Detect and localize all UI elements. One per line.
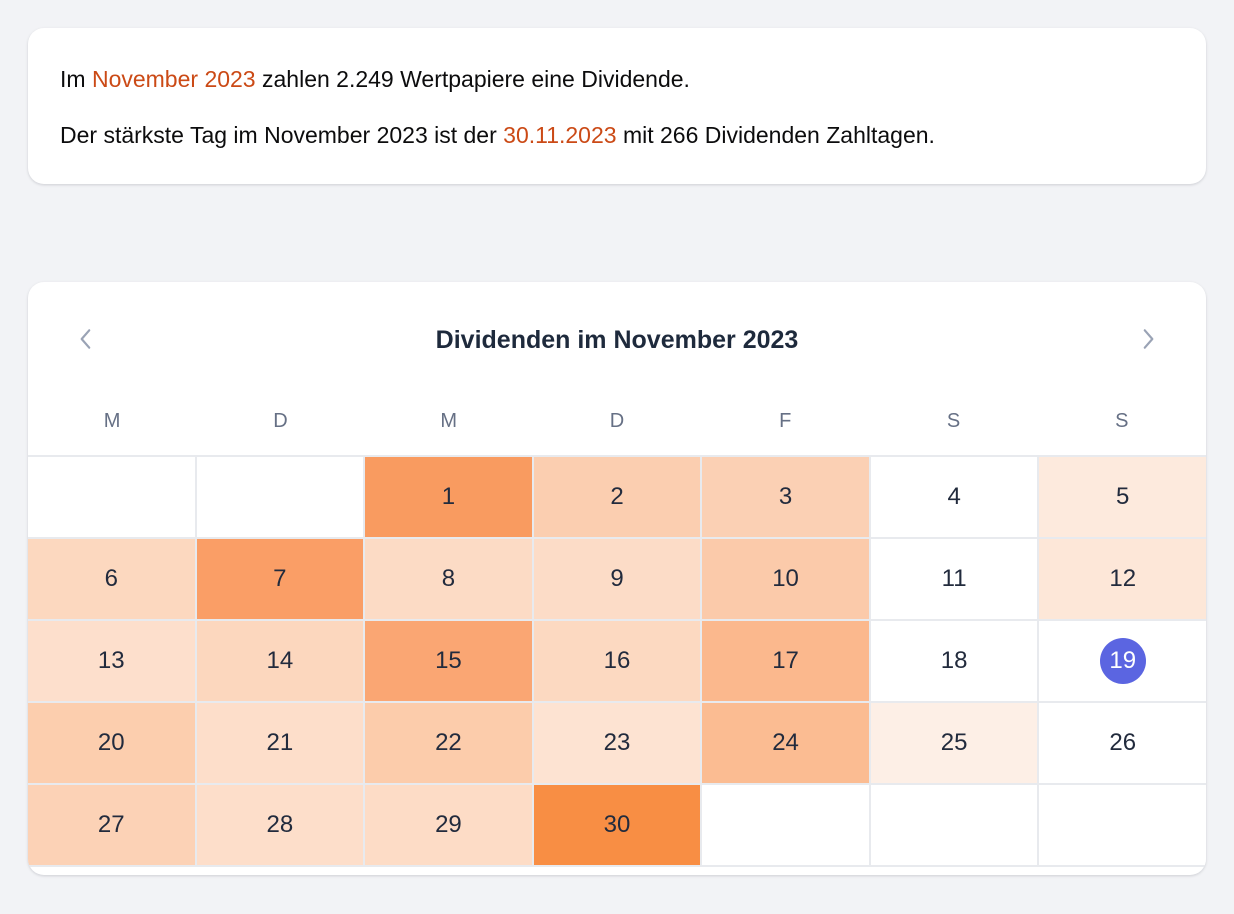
day-number: 2: [610, 483, 624, 510]
weekday-label: M: [103, 410, 121, 432]
calendar-day-empty: [702, 785, 869, 865]
day-number: 1: [441, 483, 456, 510]
day-number: 22: [435, 729, 462, 756]
calendar-day-25[interactable]: 25: [870, 703, 1038, 783]
calendar-day-empty: [1039, 785, 1206, 865]
calendar-day-18[interactable]: 18: [870, 621, 1038, 701]
summary-card: Im November 2023 zahlen 2.249 Wertpapier…: [28, 28, 1206, 184]
day-number: 23: [603, 729, 631, 756]
weekday-label: F: [779, 410, 792, 432]
day-number: 8: [441, 565, 456, 592]
calendar-day-4[interactable]: 4: [870, 457, 1038, 537]
calendar-day-12[interactable]: 12: [1039, 539, 1206, 619]
calendar-day-2[interactable]: 2: [533, 457, 701, 537]
calendar-day-21[interactable]: 21: [196, 703, 364, 783]
day-number: 17: [772, 647, 799, 674]
summary-line-1: Im November 2023 zahlen 2.249 Wertpapier…: [60, 64, 1174, 94]
day-number: 29: [435, 811, 462, 838]
calendar-day-29[interactable]: 29: [365, 785, 532, 865]
day-number: 27: [97, 811, 125, 838]
calendar-day-24[interactable]: 24: [702, 703, 869, 783]
calendar-day-14[interactable]: 14: [196, 621, 364, 701]
calendar-day-20[interactable]: 20: [28, 703, 195, 783]
prev-month-button[interactable]: [64, 322, 108, 358]
day-number: 10: [772, 565, 799, 592]
calendar-day-3[interactable]: 3: [702, 457, 869, 537]
calendar-day-empty: [196, 457, 364, 537]
day-number: 7: [273, 565, 287, 592]
calendar-day-15[interactable]: 15: [365, 621, 532, 701]
day-number: 21: [266, 729, 294, 756]
summary-line1-post: zahlen 2.249 Wertpapiere eine Dividende.: [255, 66, 690, 92]
weekday-label: D: [609, 410, 625, 432]
calendar-day-empty: [870, 785, 1038, 865]
calendar-header: Dividenden im November 2023: [28, 320, 1206, 360]
calendar-day-28[interactable]: 28: [196, 785, 364, 865]
summary-line-2: Der stärkste Tag im November 2023 ist de…: [60, 120, 1174, 150]
calendar-day-5[interactable]: 5: [1039, 457, 1206, 537]
day-number: 11: [941, 565, 967, 592]
calendar-day-27[interactable]: 27: [28, 785, 195, 865]
day-number: 4: [947, 483, 961, 510]
summary-line2-highlight-date: 30.11.2023: [503, 122, 617, 148]
summary-line2-post: mit 266 Dividenden Zahltagen.: [616, 122, 935, 148]
calendar-day-23[interactable]: 23: [533, 703, 701, 783]
calendar-day-9[interactable]: 9: [533, 539, 701, 619]
chevron-left-icon: [73, 326, 99, 355]
calendar-day-26[interactable]: 26: [1039, 703, 1206, 783]
day-number: 28: [266, 811, 294, 838]
today-badge: 19: [1099, 638, 1146, 684]
day-number: 12: [1109, 565, 1137, 592]
day-number: 30: [603, 811, 631, 838]
weekday-label: D: [273, 410, 288, 432]
summary-line2-pre: Der stärkste Tag im November 2023 ist de…: [60, 122, 504, 148]
day-number: 18: [940, 647, 968, 674]
weekday-label: S: [946, 410, 961, 432]
day-number: 26: [1109, 729, 1137, 756]
calendar-day-10[interactable]: 10: [702, 539, 869, 619]
day-number: 24: [772, 729, 799, 756]
calendar-day-13[interactable]: 13: [28, 621, 195, 701]
day-number: 14: [266, 647, 294, 674]
calendar-day-8[interactable]: 8: [365, 539, 532, 619]
day-number: 16: [603, 647, 631, 674]
calendar-day-22[interactable]: 22: [365, 703, 532, 783]
weekday-label: S: [1115, 410, 1129, 432]
calendar-day-30[interactable]: 30: [533, 785, 701, 865]
calendar-day-19[interactable]: 19: [1039, 621, 1206, 701]
day-number: 13: [97, 647, 125, 674]
summary-line1-pre: Im: [60, 66, 92, 92]
calendar-grid: 1 2 3 4 5 6 7 8 9 10 11 12 13 14 15 16 17 18 19 20 21 22 23 24 2…: [28, 455, 1206, 867]
calendar-title: Dividenden im November 2023: [435, 326, 799, 354]
chevron-right-icon: [1135, 326, 1161, 355]
weekday-label: M: [440, 410, 458, 432]
day-number: 25: [940, 729, 968, 756]
day-number: 5: [1116, 483, 1130, 510]
calendar-day-7[interactable]: 7: [196, 539, 364, 619]
calendar-day-16[interactable]: 16: [533, 621, 701, 701]
calendar-day-6[interactable]: 6: [28, 539, 195, 619]
day-number: 15: [435, 647, 462, 674]
calendar-day-17[interactable]: 17: [702, 621, 869, 701]
next-month-button[interactable]: [1126, 322, 1170, 358]
calendar-day-11[interactable]: 11: [870, 539, 1038, 619]
calendar-day-1[interactable]: 1: [365, 457, 532, 537]
day-number: 9: [610, 565, 624, 592]
day-number: 3: [778, 483, 793, 510]
summary-line1-highlight-month: November 2023: [91, 66, 256, 92]
day-number: 20: [97, 729, 125, 756]
calendar-day-empty: [28, 457, 195, 537]
day-number: 6: [104, 565, 118, 592]
